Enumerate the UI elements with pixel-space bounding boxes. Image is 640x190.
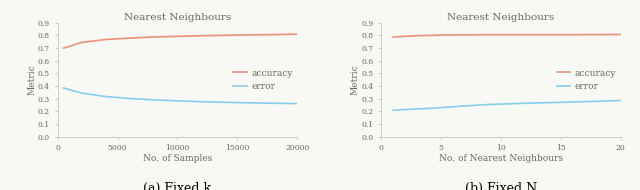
error <box>461 105 469 107</box>
error <box>437 107 445 109</box>
error <box>401 108 409 111</box>
error <box>125 97 133 100</box>
accuracy <box>485 34 493 36</box>
error <box>557 101 564 104</box>
Title: Nearest Neighbours: Nearest Neighbours <box>447 13 555 22</box>
error <box>413 108 421 110</box>
accuracy <box>77 41 85 44</box>
error <box>293 102 301 105</box>
accuracy <box>150 36 157 38</box>
error <box>389 109 397 111</box>
accuracy <box>198 35 205 37</box>
accuracy <box>389 36 397 38</box>
accuracy <box>521 34 529 36</box>
error <box>234 101 241 104</box>
error <box>102 95 109 98</box>
accuracy <box>617 33 625 36</box>
error <box>60 87 67 89</box>
Title: Nearest Neighbours: Nearest Neighbours <box>124 13 231 22</box>
accuracy <box>173 35 181 37</box>
Line: error: error <box>393 101 621 110</box>
Line: accuracy: accuracy <box>393 34 621 37</box>
Legend: accuracy, error: accuracy, error <box>557 69 616 91</box>
accuracy <box>437 34 445 36</box>
accuracy <box>269 33 277 36</box>
Y-axis label: Metric: Metric <box>28 64 36 95</box>
accuracy <box>60 47 67 49</box>
accuracy <box>102 38 109 41</box>
error <box>593 100 601 102</box>
error <box>617 99 625 102</box>
accuracy <box>557 34 564 36</box>
accuracy <box>125 37 133 39</box>
accuracy <box>425 34 433 37</box>
Line: error: error <box>63 88 297 104</box>
accuracy <box>234 34 241 36</box>
accuracy <box>401 35 409 37</box>
X-axis label: No. of Samples: No. of Samples <box>143 154 212 163</box>
accuracy <box>413 35 421 37</box>
error <box>173 100 181 102</box>
accuracy <box>461 34 469 36</box>
error <box>425 107 433 110</box>
Text: (b) Fixed N: (b) Fixed N <box>465 182 537 190</box>
error <box>77 92 85 94</box>
error <box>269 102 277 104</box>
accuracy <box>593 33 601 36</box>
Text: (a) Fixed k: (a) Fixed k <box>143 182 211 190</box>
X-axis label: No. of Nearest Neighbours: No. of Nearest Neighbours <box>439 154 563 163</box>
error <box>485 103 493 106</box>
error <box>150 99 157 101</box>
Line: accuracy: accuracy <box>63 34 297 48</box>
Y-axis label: Metric: Metric <box>351 64 360 95</box>
Legend: accuracy, error: accuracy, error <box>233 69 292 91</box>
error <box>521 102 529 104</box>
accuracy <box>293 33 301 35</box>
error <box>198 101 205 103</box>
